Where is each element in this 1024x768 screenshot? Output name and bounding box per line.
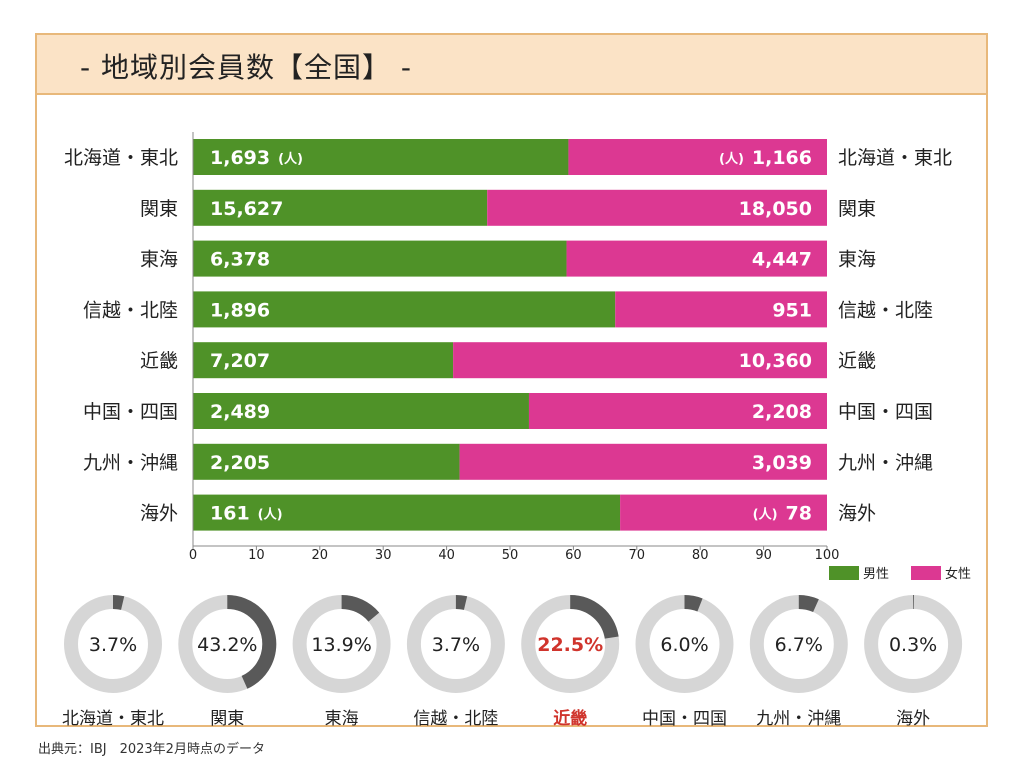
page-title: - 地域別会員数【全国】 - bbox=[80, 51, 413, 84]
x-tick-label: 30 bbox=[375, 548, 392, 563]
category-label-right: 関東 bbox=[838, 198, 876, 220]
x-tick-label: 40 bbox=[438, 548, 455, 563]
donut-segment bbox=[864, 595, 963, 693]
donut-percent-label: 6.7% bbox=[775, 634, 823, 656]
category-label-right: 信越・北陸 bbox=[838, 299, 933, 321]
title-banner bbox=[35, 33, 988, 95]
donut-segment bbox=[178, 595, 277, 693]
donut-category-label: 海外 bbox=[896, 709, 930, 729]
bar-male bbox=[193, 189, 488, 226]
donut-category-label: 北海道・東北 bbox=[62, 709, 164, 729]
unit-label-female: (人) bbox=[719, 151, 744, 167]
bar-female bbox=[487, 189, 827, 226]
bar-male bbox=[193, 443, 460, 480]
category-label-left: 東海 bbox=[140, 249, 178, 271]
donut-percent-label: 22.5% bbox=[537, 634, 603, 656]
donut-segment bbox=[64, 595, 162, 693]
x-tick-label: 0 bbox=[189, 548, 197, 563]
donut-percent-label: 43.2% bbox=[197, 634, 257, 656]
bar-male bbox=[193, 393, 529, 429]
bar-female bbox=[620, 494, 827, 531]
category-label-left: 北海道・東北 bbox=[64, 147, 178, 169]
bar-female bbox=[566, 240, 827, 277]
value-label-male: 2,489 bbox=[210, 401, 270, 423]
legend-swatch-female bbox=[911, 566, 941, 580]
bar-female bbox=[528, 393, 827, 429]
x-tick-label: 100 bbox=[815, 548, 840, 563]
unit-label-male: (人) bbox=[278, 151, 303, 167]
source-note: 出典元：IBJ 2023年2月時点のデータ bbox=[38, 742, 265, 757]
donut-segment bbox=[521, 595, 620, 693]
bar-male bbox=[193, 291, 616, 328]
donut-percent-label: 3.7% bbox=[89, 634, 137, 656]
x-tick-label: 90 bbox=[755, 548, 772, 563]
value-label-female: 3,039 bbox=[752, 452, 812, 474]
value-label-female: 2,208 bbox=[752, 401, 812, 423]
category-label-left: 九州・沖縄 bbox=[83, 452, 178, 474]
donut-percent-label: 13.9% bbox=[311, 634, 371, 656]
donut-category-label: 九州・沖縄 bbox=[756, 709, 841, 729]
value-label-male: 6,378 bbox=[210, 249, 270, 271]
value-label-male: 1,896 bbox=[210, 299, 270, 321]
donut-category-label: 東海 bbox=[325, 709, 359, 729]
value-label-female: 18,050 bbox=[739, 198, 812, 220]
bar-female bbox=[459, 443, 827, 480]
category-label-left: 関東 bbox=[140, 198, 178, 220]
donut-category-label: 信越・北陸 bbox=[413, 709, 498, 729]
value-label-female: 951 bbox=[772, 299, 812, 321]
donut-segment bbox=[635, 595, 734, 693]
x-tick-label: 70 bbox=[629, 548, 646, 563]
bar-male bbox=[193, 139, 569, 175]
donut-category-label: 中国・四国 bbox=[642, 709, 727, 729]
unit-label-male: (人) bbox=[258, 507, 283, 523]
value-label-male: 161 bbox=[210, 503, 250, 525]
donut-percent-label: 6.0% bbox=[660, 634, 708, 656]
bar-male bbox=[193, 342, 454, 379]
value-label-male: 2,205 bbox=[210, 452, 270, 474]
bar-male bbox=[193, 494, 621, 531]
value-label-female: 1,166 bbox=[752, 147, 812, 169]
category-label-right: 東海 bbox=[838, 249, 876, 271]
value-label-male: 7,207 bbox=[210, 350, 270, 372]
donut-segment bbox=[406, 595, 505, 693]
donut-percent-label: 3.7% bbox=[432, 634, 480, 656]
donut-category-label: 近畿 bbox=[553, 708, 587, 729]
x-tick-label: 80 bbox=[692, 548, 709, 563]
category-label-right: 近畿 bbox=[838, 350, 876, 372]
value-label-female: 78 bbox=[786, 503, 812, 525]
category-label-left: 近畿 bbox=[140, 350, 178, 372]
category-label-right: 海外 bbox=[838, 503, 876, 525]
value-label-male: 15,627 bbox=[210, 198, 283, 220]
category-label-right: 九州・沖縄 bbox=[838, 452, 933, 474]
category-label-right: 中国・四国 bbox=[838, 401, 933, 423]
x-tick-label: 60 bbox=[565, 548, 582, 563]
bar-male bbox=[193, 240, 567, 277]
donut-category-label: 関東 bbox=[210, 709, 244, 729]
category-label-left: 信越・北陸 bbox=[83, 299, 178, 321]
value-label-female: 4,447 bbox=[752, 249, 812, 271]
legend-label-female: 女性 bbox=[945, 566, 971, 582]
x-tick-label: 50 bbox=[502, 548, 519, 563]
value-label-male: 1,693 bbox=[210, 147, 270, 169]
category-label-right: 北海道・東北 bbox=[838, 147, 952, 169]
legend-label-male: 男性 bbox=[863, 567, 889, 582]
category-label-left: 海外 bbox=[140, 503, 178, 525]
value-label-female: 10,360 bbox=[739, 350, 812, 372]
legend-swatch-male bbox=[829, 566, 859, 580]
donut-segment bbox=[292, 595, 391, 693]
bar-female bbox=[615, 291, 827, 328]
donut-segment bbox=[749, 595, 848, 693]
category-label-left: 中国・四国 bbox=[83, 401, 178, 423]
bar-female bbox=[453, 342, 827, 379]
bar-female bbox=[568, 139, 827, 175]
x-tick-label: 20 bbox=[312, 548, 329, 563]
donut-percent-label: 0.3% bbox=[889, 634, 937, 656]
x-tick-label: 10 bbox=[248, 548, 265, 563]
unit-label-female: (人) bbox=[753, 507, 778, 523]
